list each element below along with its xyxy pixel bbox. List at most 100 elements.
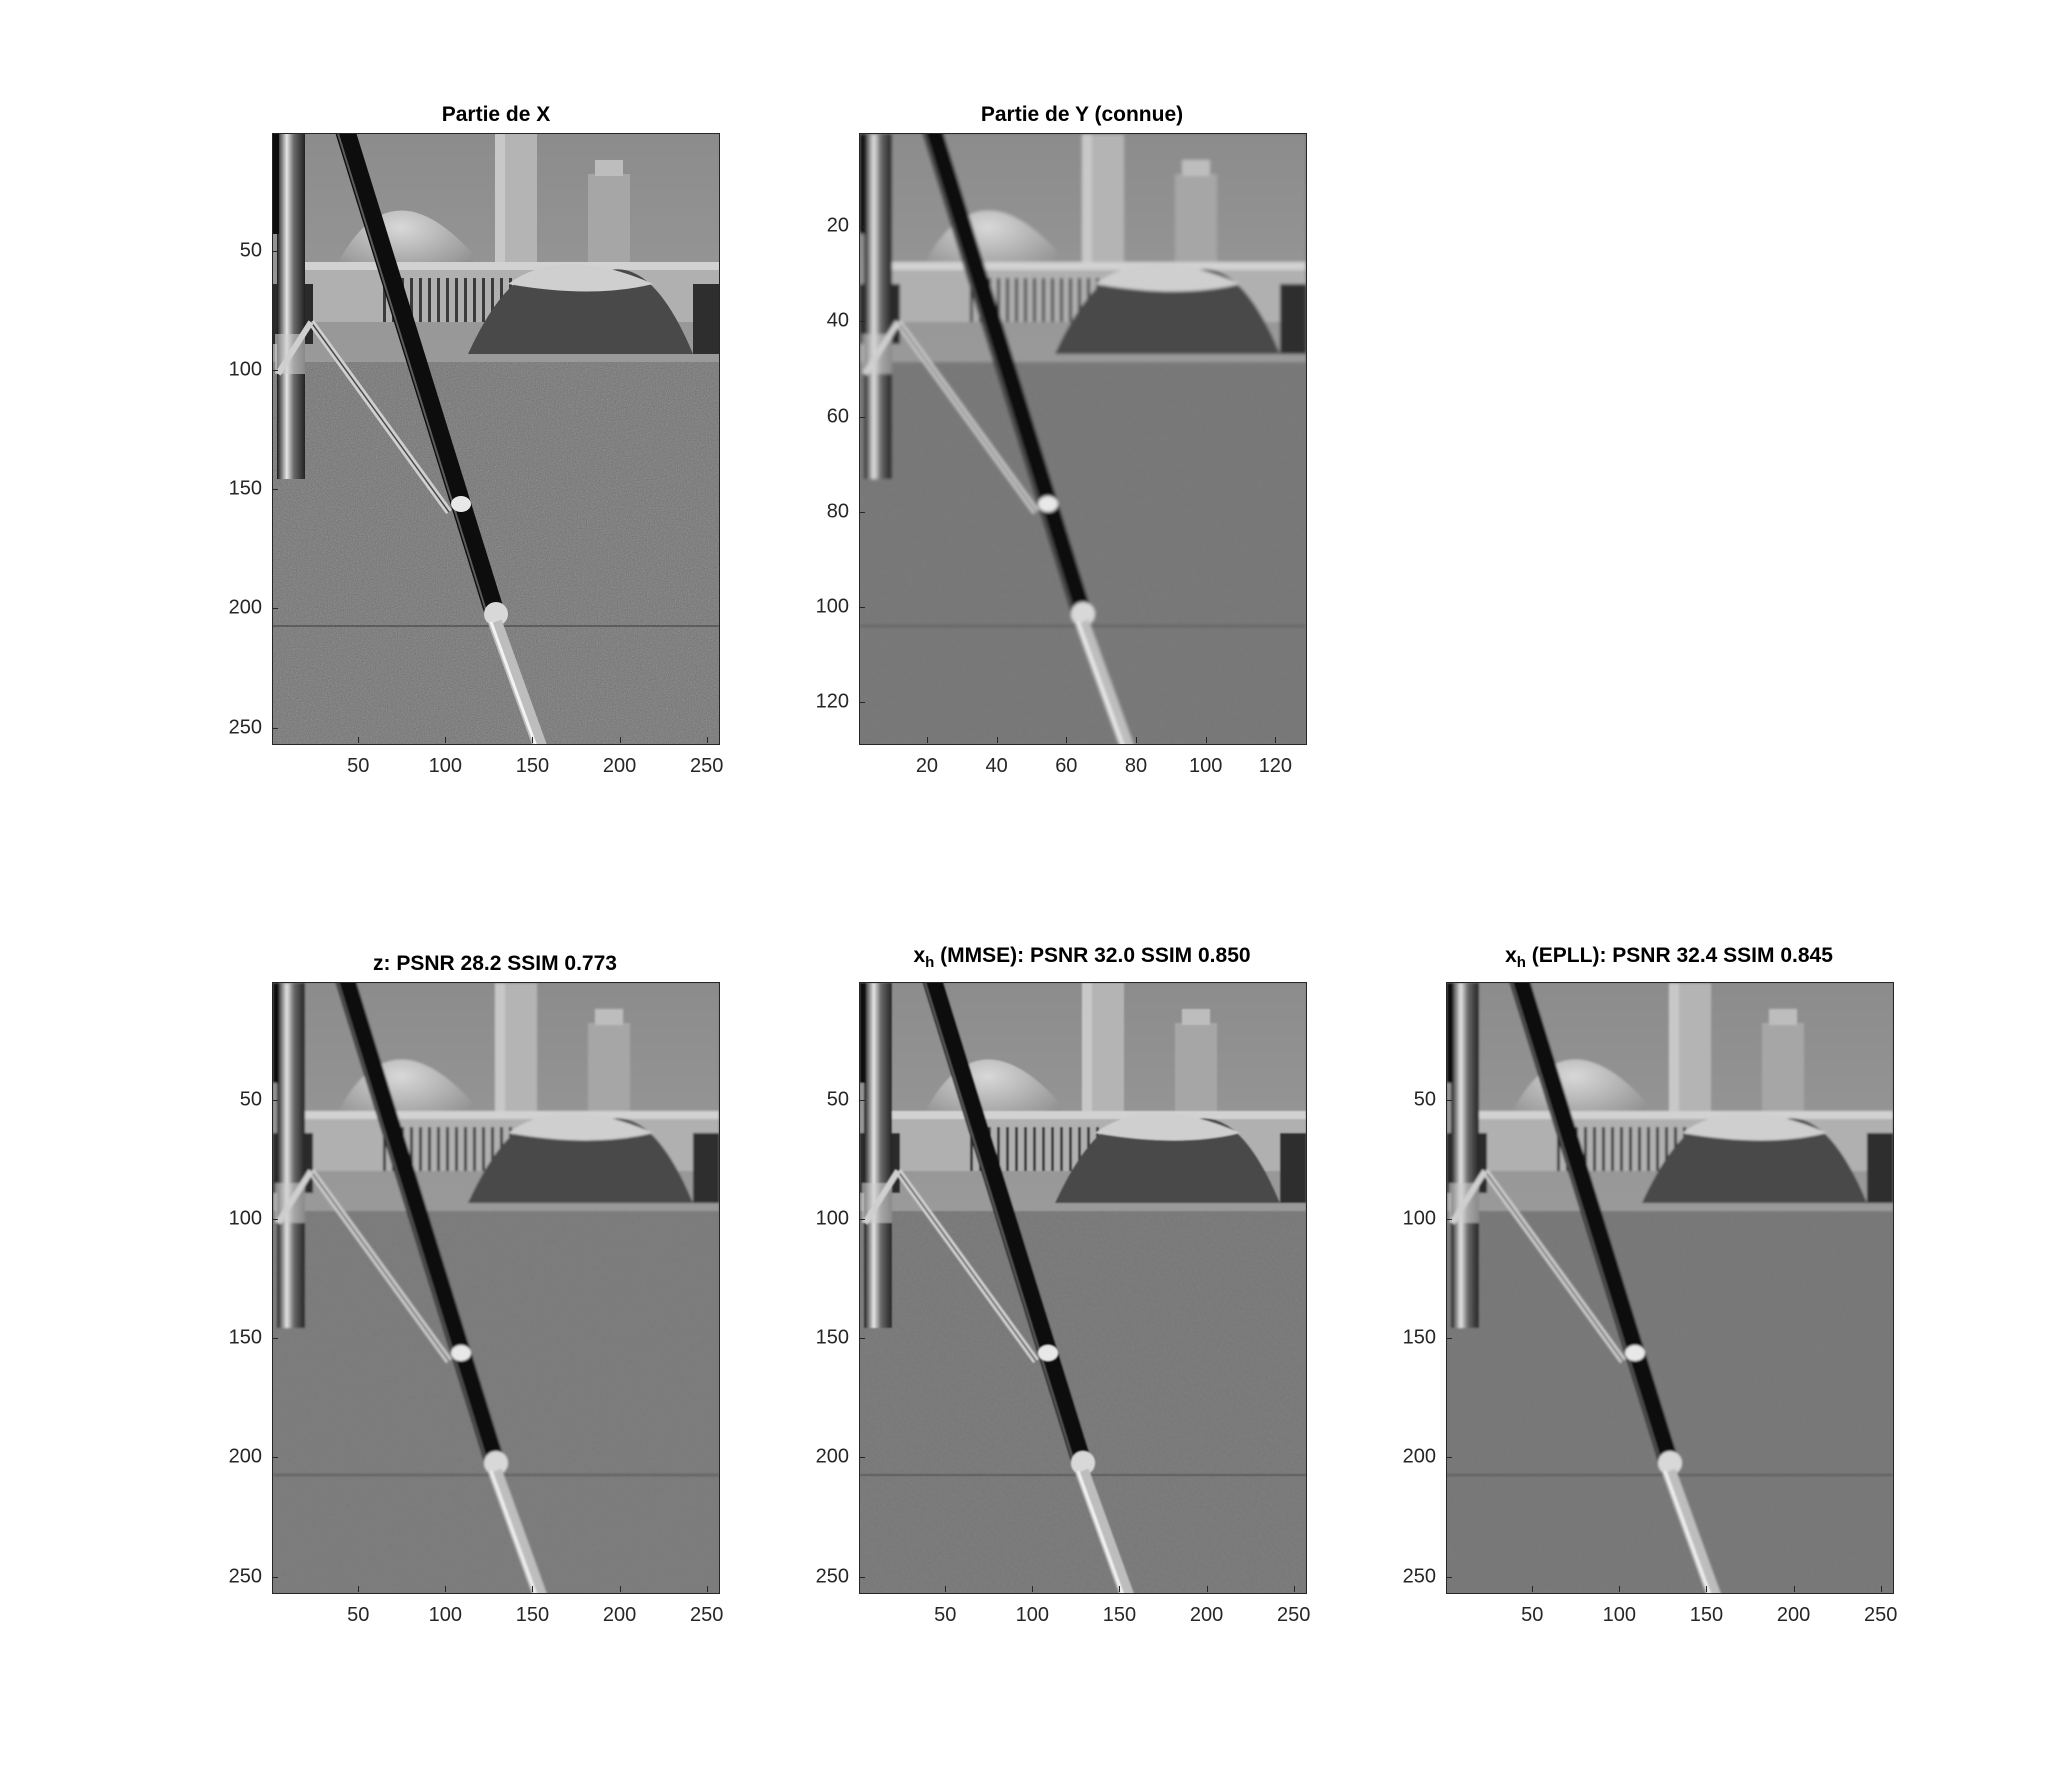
y-tick-mark (272, 370, 278, 372)
y-tick-mark (859, 511, 865, 513)
title-subscript: h (1516, 954, 1526, 972)
image-mmse (859, 982, 1307, 1594)
x-tick-mark (1066, 737, 1068, 743)
x-tick-label: 60 (1055, 755, 1078, 777)
x-tick-mark (1293, 1586, 1295, 1592)
y-tick-label: 150 (1402, 1326, 1436, 1349)
y-tick-mark (859, 1099, 865, 1101)
y-tick-mark (1446, 1099, 1452, 1101)
y-tick-label: 120 (815, 690, 849, 713)
title-text: Partie de Y (connue) (980, 103, 1184, 126)
x-tick-mark (619, 1586, 621, 1592)
scene-image (273, 983, 719, 1593)
x-tick-mark (926, 737, 928, 743)
y-tick-label: 200 (815, 1445, 849, 1468)
x-tick-label: 80 (1124, 755, 1148, 777)
x-tick-mark (358, 737, 360, 743)
x-tick-label: 250 (689, 1604, 724, 1626)
y-tick-label: 200 (228, 1445, 262, 1468)
x-tick-label: 150 (1689, 1604, 1724, 1626)
y-tick-mark (1446, 1219, 1452, 1221)
x-tick-mark (1136, 737, 1137, 743)
y-tick-mark (272, 1338, 278, 1340)
x-tick-mark (1206, 1586, 1208, 1592)
y-tick-mark (272, 727, 278, 729)
x-tick-label: 50 (934, 1604, 957, 1626)
x-tick-label: 200 (602, 755, 637, 777)
y-tick-mark (1446, 1457, 1452, 1459)
scene-image (273, 134, 719, 744)
x-tick-label: 20 (915, 755, 939, 777)
title-text: z: PSNR 28.2 SSIM 0.773 (373, 952, 617, 975)
y-tick-mark (272, 489, 278, 491)
x-tick-label: 200 (1776, 1604, 1811, 1626)
x-tick-label: 100 (1015, 1604, 1050, 1626)
x-tick-label: 250 (1276, 1604, 1311, 1626)
x-tick-mark (1205, 737, 1207, 743)
y-tick-mark (859, 1219, 865, 1221)
y-tick-label: 40 (826, 309, 849, 332)
x-tick-mark (1275, 737, 1277, 743)
y-tick-mark (272, 1099, 278, 1101)
y-tick-label: 150 (228, 1326, 262, 1349)
y-tick-label: 250 (815, 1565, 849, 1587)
x-tick-label: 200 (1189, 1604, 1224, 1626)
y-tick-mark (859, 416, 865, 418)
title-rest: (MMSE): PSNR 32.0 SSIM 0.850 (934, 944, 1251, 967)
y-tick-label: 100 (815, 595, 849, 618)
y-tick-label: 100 (815, 1207, 849, 1230)
x-tick-mark (532, 737, 534, 743)
y-tick-label: 150 (815, 1326, 849, 1349)
y-tick-label: 60 (826, 405, 849, 428)
image-partie-de-x (272, 133, 720, 745)
y-tick-mark (859, 1338, 865, 1340)
x-tick-label: 40 (985, 755, 1008, 777)
x-tick-mark (1119, 1586, 1121, 1592)
title-subscript: h (925, 954, 935, 972)
panel-title: xh (MMSE): PSNR 32.0 SSIM 0.850 (913, 944, 1250, 971)
x-tick-mark (1706, 1586, 1708, 1592)
x-tick-label: 50 (347, 1604, 370, 1626)
y-tick-label: 20 (826, 214, 849, 237)
y-tick-mark (859, 1457, 865, 1459)
x-tick-label: 150 (1102, 1604, 1137, 1626)
y-tick-mark (272, 1219, 278, 1221)
y-tick-label: 250 (1402, 1565, 1436, 1587)
y-tick-mark (1446, 1338, 1452, 1340)
x-tick-mark (706, 737, 708, 743)
x-tick-mark (1880, 1586, 1882, 1592)
panel-title: z: PSNR 28.2 SSIM 0.773 (373, 952, 617, 976)
y-tick-label: 50 (826, 1088, 849, 1111)
y-tick-mark (859, 702, 865, 704)
x-tick-mark (1793, 1586, 1795, 1592)
y-tick-label: 200 (228, 596, 262, 619)
y-tick-label: 250 (228, 716, 262, 738)
y-tick-label: 50 (1413, 1088, 1436, 1111)
y-tick-label: 50 (239, 239, 262, 262)
x-tick-mark (445, 737, 447, 743)
y-tick-label: 250 (228, 1565, 262, 1587)
x-tick-mark (358, 1586, 360, 1592)
y-tick-label: 100 (1402, 1207, 1436, 1230)
x-tick-mark (1532, 1586, 1534, 1592)
y-tick-mark (272, 1457, 278, 1459)
y-tick-mark (272, 250, 278, 252)
title-text: x (1505, 944, 1517, 967)
x-tick-label: 150 (515, 1604, 550, 1626)
x-tick-label: 100 (428, 1604, 463, 1626)
y-tick-mark (272, 1576, 278, 1578)
y-tick-label: 200 (1402, 1445, 1436, 1468)
x-tick-mark (706, 1586, 708, 1592)
x-tick-mark (945, 1586, 947, 1592)
x-tick-label: 200 (602, 1604, 637, 1626)
x-tick-mark (619, 737, 621, 743)
panel-title: Partie de X (442, 103, 551, 127)
title-rest: (EPLL): PSNR 32.4 SSIM 0.845 (1525, 944, 1833, 967)
x-tick-mark (1032, 1586, 1034, 1592)
y-tick-label: 100 (228, 1207, 262, 1230)
x-tick-label: 250 (689, 755, 724, 777)
x-tick-label: 50 (347, 755, 370, 777)
x-tick-label: 100 (428, 755, 463, 777)
x-tick-label: 50 (1521, 1604, 1544, 1626)
